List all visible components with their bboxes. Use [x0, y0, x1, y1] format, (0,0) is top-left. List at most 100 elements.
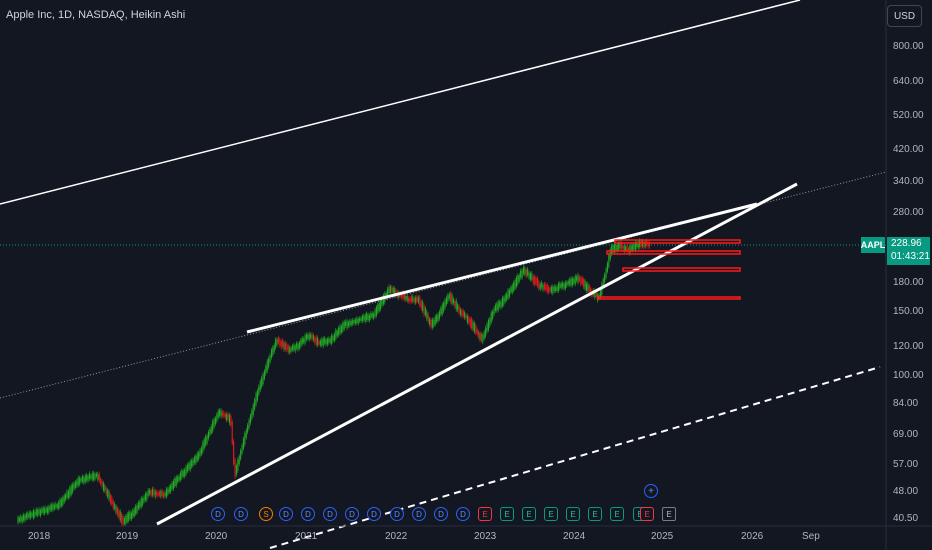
- candle: [303, 338, 305, 343]
- event-earnings-miss-icon[interactable]: E: [640, 507, 654, 521]
- candle: [18, 517, 20, 522]
- event-earnings-upcoming-icon[interactable]: E: [662, 507, 676, 521]
- candle: [121, 513, 123, 524]
- candle: [441, 304, 443, 315]
- candle: [437, 314, 439, 321]
- candle: [105, 488, 107, 495]
- candle: [125, 516, 127, 524]
- candle: [458, 305, 460, 313]
- candle: [465, 314, 467, 319]
- event-dividend-icon[interactable]: D: [456, 507, 470, 521]
- candle: [77, 477, 79, 486]
- candle: [129, 511, 131, 519]
- event-dividend-icon[interactable]: D: [367, 507, 381, 521]
- price-tick: 180.00: [893, 277, 924, 288]
- candle: [118, 509, 120, 518]
- candle: [627, 247, 629, 252]
- candle: [163, 493, 165, 498]
- candle: [270, 349, 272, 358]
- candle: [251, 410, 253, 419]
- candle: [146, 493, 148, 501]
- event-earnings-beat-icon[interactable]: E: [588, 507, 602, 521]
- symbol-tag: AAPL: [861, 237, 885, 253]
- candle: [417, 297, 419, 303]
- chart-title[interactable]: Apple Inc, 1D, NASDAQ, Heikin Ashi: [6, 9, 186, 21]
- candle: [130, 512, 132, 520]
- candle: [38, 508, 40, 515]
- event-earnings-beat-icon[interactable]: E: [544, 507, 558, 521]
- candle: [30, 512, 32, 518]
- candle: [486, 323, 488, 332]
- candle: [343, 321, 345, 329]
- event-dividend-icon[interactable]: D: [301, 507, 315, 521]
- candle: [252, 404, 254, 415]
- currency-button[interactable]: USD: [887, 5, 922, 27]
- candle: [634, 242, 636, 251]
- event-earnings-beat-icon[interactable]: E: [500, 507, 514, 521]
- candle: [619, 241, 621, 249]
- candle: [296, 343, 298, 349]
- candle: [161, 490, 163, 496]
- candle: [594, 290, 596, 298]
- candle: [531, 273, 533, 280]
- candle: [51, 504, 53, 511]
- candle: [391, 287, 393, 293]
- candle: [87, 476, 89, 482]
- candle: [444, 299, 446, 308]
- event-dividend-icon[interactable]: D: [211, 507, 225, 521]
- event-earnings-beat-icon[interactable]: E: [610, 507, 624, 521]
- candle: [550, 286, 552, 293]
- zone-3: [622, 267, 741, 272]
- candle: [394, 288, 396, 296]
- candle: [507, 289, 509, 299]
- candle: [227, 413, 229, 420]
- candle: [144, 493, 146, 501]
- event-dividend-icon[interactable]: D: [345, 507, 359, 521]
- candle: [408, 298, 410, 302]
- candle: [429, 318, 431, 325]
- event-dividend-icon[interactable]: D: [412, 507, 426, 521]
- candle: [182, 470, 184, 477]
- candle: [143, 496, 145, 502]
- add-event-icon[interactable]: +: [644, 484, 658, 498]
- event-dividend-icon[interactable]: D: [323, 507, 337, 521]
- candle: [469, 318, 471, 327]
- candle: [108, 491, 110, 500]
- event-dividend-icon[interactable]: D: [234, 507, 248, 521]
- candle: [436, 315, 438, 322]
- candle: [305, 334, 307, 340]
- candle: [434, 316, 436, 325]
- event-dividend-icon[interactable]: D: [434, 507, 448, 521]
- candle: [332, 336, 334, 341]
- candle: [242, 438, 244, 449]
- candle: [177, 476, 179, 482]
- candle: [571, 278, 573, 286]
- event-earnings-miss-icon[interactable]: E: [478, 507, 492, 521]
- candle: [273, 345, 275, 352]
- candle: [528, 272, 530, 278]
- candle: [119, 511, 121, 521]
- candle: [67, 490, 69, 498]
- candle: [65, 494, 67, 500]
- candle: [452, 298, 454, 304]
- event-earnings-beat-icon[interactable]: E: [522, 507, 536, 521]
- candle: [632, 245, 634, 251]
- candle: [559, 283, 561, 289]
- candle: [226, 414, 228, 421]
- event-dividend-icon[interactable]: D: [390, 507, 404, 521]
- candle: [80, 478, 82, 482]
- candle: [206, 435, 208, 444]
- event-split-icon[interactable]: S: [259, 507, 273, 521]
- candle: [451, 294, 453, 304]
- event-dividend-icon[interactable]: D: [279, 507, 293, 521]
- candle: [233, 440, 235, 465]
- candle: [196, 453, 198, 461]
- candle: [419, 296, 421, 306]
- candle: [405, 296, 407, 300]
- candle: [191, 460, 193, 467]
- candle: [524, 267, 526, 275]
- event-earnings-beat-icon[interactable]: E: [566, 507, 580, 521]
- candle: [35, 509, 37, 515]
